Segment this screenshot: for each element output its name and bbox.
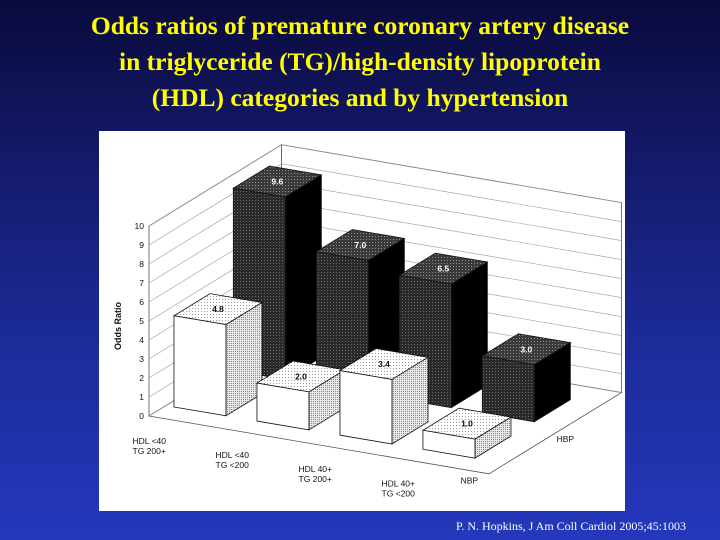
- y-tick-label: 7: [139, 278, 144, 288]
- y-tick-label: 3: [139, 354, 144, 364]
- bar-nbp: [421, 407, 513, 459]
- title-line: Odds ratios of premature coronary artery…: [90, 11, 630, 40]
- bar-front: [339, 370, 393, 445]
- y-tick-label: 10: [135, 221, 145, 231]
- bar-value-label: 9.6: [271, 177, 283, 187]
- y-tick-label: 4: [139, 335, 144, 345]
- bar-value-label: 7.0: [354, 240, 366, 250]
- bar-front: [422, 429, 476, 459]
- bar-front: [481, 355, 535, 423]
- y-tick-label: 9: [139, 240, 144, 250]
- slide-title: Odds ratios of premature coronary artery…: [0, 8, 720, 116]
- bar-hbp: [481, 333, 572, 423]
- y-tick-label: 0: [139, 411, 144, 421]
- citation: P. N. Hopkins, J Am Coll Cardiol 2005;45…: [455, 519, 686, 533]
- y-tick-label: 2: [139, 373, 144, 383]
- title-line: (HDL) categories and by hypertension: [151, 83, 569, 112]
- gridline: [148, 163, 622, 246]
- category-label: TG <200: [216, 460, 250, 470]
- y-tick-label: 8: [139, 259, 144, 269]
- y-tick-label: 5: [139, 316, 144, 326]
- bar-front: [256, 382, 310, 431]
- bar-front: [173, 315, 227, 417]
- title-line: in triglyceride (TG)/high-density lipopr…: [119, 47, 601, 76]
- category-label: TG <200: [382, 488, 416, 498]
- odds-ratio-3d-bar-chart: 0 1 2 3 4 5 6 7 8 9 10 Odds Ratio 9.6 7.0 6.5 3.0 4.8 2.0…: [113, 144, 623, 498]
- category-label: TG 200+: [133, 446, 166, 456]
- y-tick-label: 6: [139, 297, 144, 307]
- bar-value-label: 1.0: [461, 419, 473, 429]
- y-axis-label: Odds Ratio: [113, 302, 123, 351]
- category-label: HDL 40+: [382, 478, 416, 488]
- category-label: TG 200+: [299, 474, 332, 484]
- bar-value-label: 4.8: [212, 304, 224, 314]
- category-label: HDL <40: [216, 450, 250, 460]
- bar-value-label: 6.5: [437, 264, 449, 274]
- bar-nbp: [172, 293, 264, 417]
- bar-value-label: 3.4: [378, 359, 390, 369]
- series-label-nbp: NBP: [461, 475, 479, 485]
- y-tick-label: 1: [139, 392, 144, 402]
- bar-nbp: [338, 348, 430, 445]
- chart-figure: 0 1 2 3 4 5 6 7 8 9 10 Odds Ratio 9.6 7.0 6.5 3.0 4.8 2.0…: [99, 131, 625, 511]
- bar-value-label: 2.0: [295, 371, 307, 381]
- series-label-hbp: HBP: [557, 434, 575, 444]
- bar-nbp: [255, 360, 347, 431]
- bar-value-label: 3.0: [520, 344, 532, 354]
- category-label: HDL <40: [133, 436, 167, 446]
- gridline: [148, 144, 622, 227]
- category-label: HDL 40+: [299, 464, 333, 474]
